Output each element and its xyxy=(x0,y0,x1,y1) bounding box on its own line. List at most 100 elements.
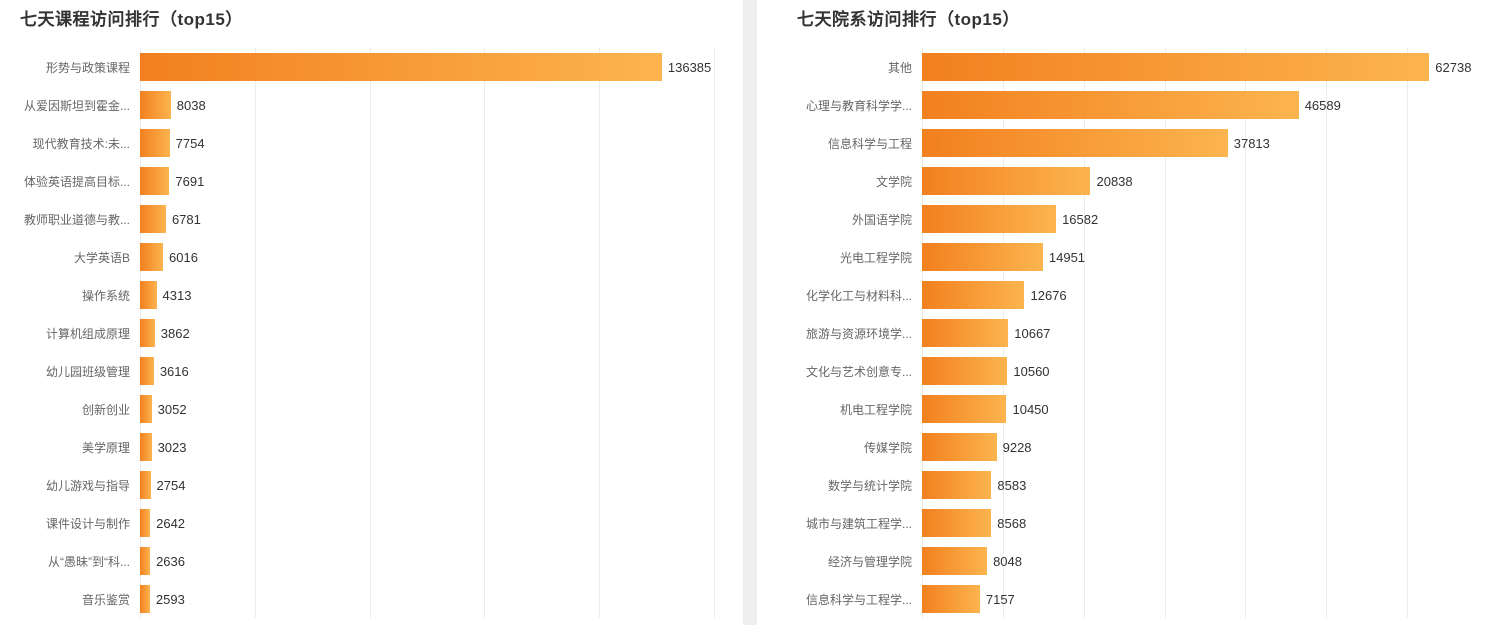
bar-track: 8583 xyxy=(922,471,1488,499)
bar xyxy=(922,509,992,537)
bar-track: 16582 xyxy=(922,205,1488,233)
category-label: 创新创业 xyxy=(81,402,130,417)
value-label: 2593 xyxy=(155,591,185,607)
bar xyxy=(922,53,1430,81)
bar-row: 音乐鉴赏 2593 xyxy=(0,580,743,618)
value-label: 16582 xyxy=(1062,211,1099,227)
bar xyxy=(922,205,1057,233)
value-label: 4313 xyxy=(162,287,192,303)
gridline xyxy=(714,48,715,618)
gridline xyxy=(254,48,256,618)
bar-row: 信息科学与工程学... 7157 xyxy=(757,580,1488,618)
category-label: 美学原理 xyxy=(81,440,130,455)
value-label: 62738 xyxy=(1435,59,1472,75)
bar xyxy=(140,91,171,119)
bar xyxy=(922,357,1008,385)
bar-track: 8568 xyxy=(922,509,1488,537)
value-label: 3862 xyxy=(160,325,190,341)
bar-track: 37813 xyxy=(922,129,1488,157)
gridline xyxy=(484,48,486,618)
bar-row: 数学与统计学院 8583 xyxy=(757,466,1488,504)
rows: 其他 62738 心理与教育科学学... 46589 信息科学与工程 37813 文学院 20… xyxy=(757,48,1488,618)
bar xyxy=(140,547,151,575)
bar xyxy=(140,53,662,81)
bar-track: 3052 xyxy=(140,395,714,423)
bar-row: 从爱因斯坦到霍金... 8038 xyxy=(0,86,743,124)
category-label: 城市与建筑工程学... xyxy=(805,516,912,531)
bar-track: 9228 xyxy=(922,433,1488,461)
bar-row: 信息科学与工程 37813 xyxy=(757,124,1488,162)
bar-row: 经济与管理学院 8048 xyxy=(757,542,1488,580)
category-label: 数学与统计学院 xyxy=(827,478,912,493)
value-label: 3616 xyxy=(159,363,189,379)
value-label: 136385 xyxy=(667,59,712,75)
bar-track: 10667 xyxy=(922,319,1488,347)
bar-row: 创新创业 3052 xyxy=(0,390,743,428)
bar xyxy=(922,243,1043,271)
bar-track: 2754 xyxy=(140,471,714,499)
bar-row: 教师职业道德与教... 6781 xyxy=(0,200,743,238)
value-label: 2636 xyxy=(156,553,185,569)
value-label: 10450 xyxy=(1012,401,1049,417)
category-label: 形势与政策课程 xyxy=(45,60,130,75)
bar-row: 体验英语提高目标... 7691 xyxy=(0,162,743,200)
bar-row: 光电工程学院 14951 xyxy=(757,238,1488,276)
value-label: 8048 xyxy=(993,553,1022,569)
bar-row: 旅游与资源环境学... 10667 xyxy=(757,314,1488,352)
bar xyxy=(922,167,1091,195)
bar-track: 2642 xyxy=(140,509,714,537)
category-label: 其他 xyxy=(887,60,912,75)
panel-department-ranking: 七天院系访问排行（top15） 其他 62738 心理与教育科学学... 46589 信… xyxy=(757,0,1488,625)
value-label: 2754 xyxy=(156,477,186,493)
bar-row: 文化与艺术创意专... 10560 xyxy=(757,352,1488,390)
value-label: 14951 xyxy=(1048,249,1086,265)
value-label: 2642 xyxy=(156,515,186,531)
bar xyxy=(140,205,166,233)
category-label: 旅游与资源环境学... xyxy=(805,326,912,341)
bar-row: 城市与建筑工程学... 8568 xyxy=(757,504,1488,542)
bar-track: 7754 xyxy=(140,129,714,157)
bar-chart-departments: 其他 62738 心理与教育科学学... 46589 信息科学与工程 37813 文学院 20… xyxy=(757,48,1488,618)
chart-title-courses: 七天课程访问排行（top15） xyxy=(20,10,243,29)
bar-track: 3862 xyxy=(140,319,714,347)
category-label: 幼儿园班级管理 xyxy=(45,364,130,379)
bar-track: 12676 xyxy=(922,281,1488,309)
bar-track: 10560 xyxy=(922,357,1488,385)
bar-track: 3023 xyxy=(140,433,714,461)
bar-row: 形势与政策课程 136385 xyxy=(0,48,743,86)
category-label: 机电工程学院 xyxy=(839,402,912,417)
bar-track: 8038 xyxy=(140,91,714,119)
gridline xyxy=(1245,48,1247,618)
bar-row: 文学院 20838 xyxy=(757,162,1488,200)
bar-track: 46589 xyxy=(922,91,1488,119)
bar-track: 10450 xyxy=(922,395,1488,423)
category-label: 操作系统 xyxy=(81,288,130,303)
value-label: 6016 xyxy=(169,249,198,265)
value-label: 8568 xyxy=(997,515,1027,531)
category-label: 从爱因斯坦到霍金... xyxy=(23,98,130,113)
category-label: 经济与管理学院 xyxy=(827,554,912,569)
category-label: 化学化工与材料科... xyxy=(805,288,912,303)
panel-course-ranking: 七天课程访问排行（top15） 形势与政策课程 136385 从爱因斯坦到霍金...… xyxy=(0,0,743,625)
bar-track: 6016 xyxy=(140,243,714,271)
category-label: 信息科学与工程 xyxy=(827,136,912,151)
bar xyxy=(922,585,980,613)
gridline xyxy=(599,48,601,618)
category-label: 光电工程学院 xyxy=(839,250,912,265)
value-label: 10667 xyxy=(1014,325,1051,341)
value-label: 8583 xyxy=(997,477,1027,493)
bar xyxy=(140,243,164,271)
chart-title-departments: 七天院系访问排行（top15） xyxy=(797,10,1020,29)
category-label: 信息科学与工程学... xyxy=(805,592,912,607)
value-label: 9228 xyxy=(1002,439,1032,455)
bar xyxy=(140,281,157,309)
value-label: 20838 xyxy=(1096,173,1133,189)
bar xyxy=(922,281,1025,309)
bar-track: 6781 xyxy=(140,205,714,233)
bar-row: 现代教育技术:未... 7754 xyxy=(0,124,743,162)
bar xyxy=(922,471,992,499)
bar xyxy=(922,395,1007,423)
bar-track: 20838 xyxy=(922,167,1488,195)
bar xyxy=(140,433,152,461)
bar-row: 幼儿游戏与指导 2754 xyxy=(0,466,743,504)
